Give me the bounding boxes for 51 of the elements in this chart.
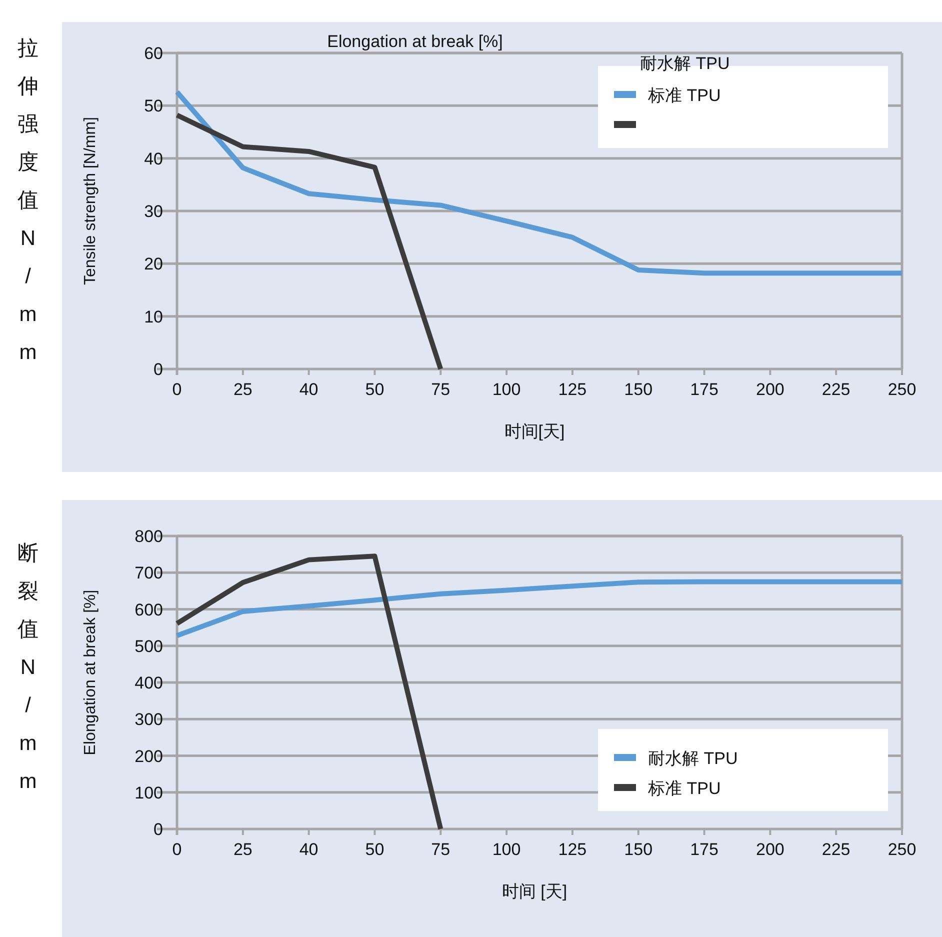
legend-label: 耐水解 TPU xyxy=(648,749,738,768)
legend-label: 标准 TPU xyxy=(647,779,721,798)
x-tick-label: 250 xyxy=(888,380,916,399)
x-tick-label: 100 xyxy=(492,840,521,859)
x-tick-label: 40 xyxy=(299,840,318,859)
x-tick-label: 150 xyxy=(624,840,653,859)
legend-label: 标准 TPU xyxy=(647,86,721,105)
x-tick-label: 25 xyxy=(233,380,252,399)
y-tick-label: 200 xyxy=(134,746,163,766)
y-tick-label: 50 xyxy=(144,96,163,116)
x-tick-label: 25 xyxy=(233,840,252,859)
x-tick-label: 75 xyxy=(431,840,450,859)
x-tick-label: 0 xyxy=(172,380,182,399)
y-tick-label: 500 xyxy=(134,636,163,656)
text: 断裂值N/mm xyxy=(18,542,38,793)
x-tick-label: 125 xyxy=(558,840,587,859)
y-tick-label: 10 xyxy=(144,307,163,326)
x-axis-title: 时间 [天] xyxy=(502,882,568,901)
text: 拉伸强度值N/mm xyxy=(18,37,38,364)
y-tick-label: 400 xyxy=(134,674,163,692)
chart-title: Elongation at break [%] xyxy=(327,32,503,51)
y-tick-label: 600 xyxy=(134,600,163,620)
x-tick-label: 225 xyxy=(822,840,850,859)
x-axis-title: 时间[天] xyxy=(504,422,565,441)
x-tick-label: 0 xyxy=(172,840,182,859)
y-axis-title: Elongation at break [%] xyxy=(82,590,99,756)
x-tick-label: 200 xyxy=(756,840,784,859)
x-tick-label: 40 xyxy=(299,380,318,399)
x-tick-label: 150 xyxy=(624,380,653,399)
x-tick-label: 50 xyxy=(365,840,384,859)
y-tick-label: 20 xyxy=(144,254,163,274)
x-tick-label: 225 xyxy=(822,380,850,399)
y-axis-title: Tensile strength [N/mm] xyxy=(82,116,99,286)
y-tick-label: 0 xyxy=(154,820,163,839)
y-tick-label: 800 xyxy=(134,527,163,546)
x-tick-label: 175 xyxy=(690,840,718,859)
y-tick-label: 100 xyxy=(134,783,163,802)
x-tick-label: 175 xyxy=(690,380,718,399)
x-tick-label: 100 xyxy=(492,380,521,399)
x-tick-label: 250 xyxy=(888,840,916,859)
x-tick-label: 125 xyxy=(558,380,587,399)
y-tick-label: 40 xyxy=(144,149,163,168)
y-tick-label: 60 xyxy=(144,44,163,63)
y-tick-label: 0 xyxy=(154,360,163,379)
y-tick-label: 30 xyxy=(144,202,163,221)
x-tick-label: 75 xyxy=(431,380,450,399)
y-tick-label: 300 xyxy=(134,710,163,730)
y-tick-label: 700 xyxy=(134,564,163,583)
x-tick-label: 200 xyxy=(756,380,784,399)
legend-title: 耐水解 TPU xyxy=(640,54,730,73)
x-tick-label: 50 xyxy=(365,380,384,399)
